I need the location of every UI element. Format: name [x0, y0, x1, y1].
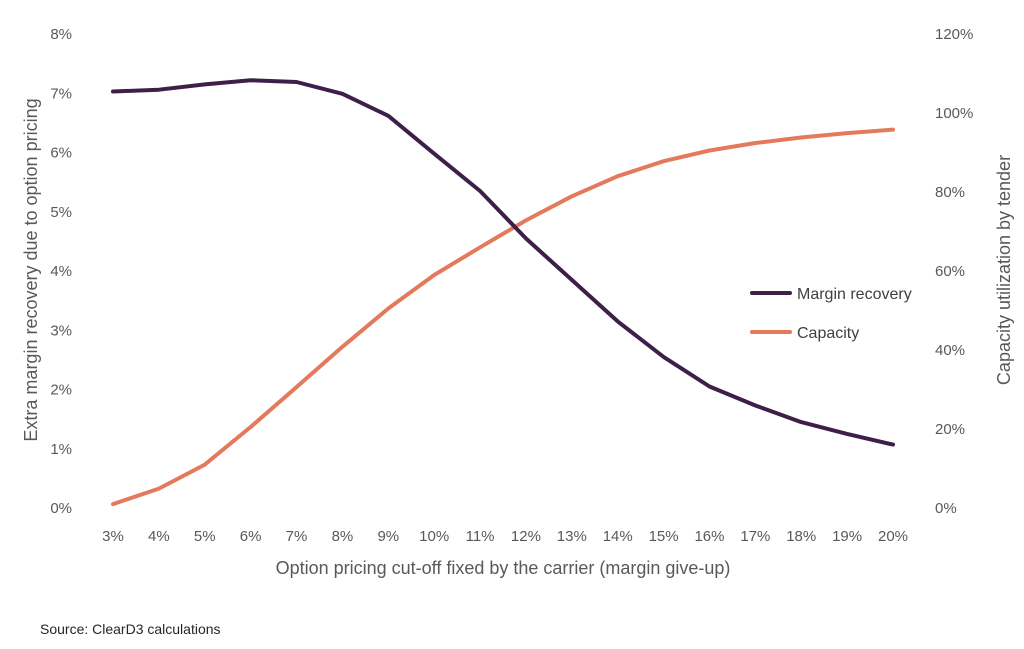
legend-label-margin-recovery: Margin recovery — [797, 286, 912, 303]
left-tick-label: 4% — [50, 263, 72, 280]
x-tick-label: 16% — [694, 528, 724, 545]
left-axis-title: Extra margin recovery due to option pric… — [21, 98, 41, 441]
right-axis-title: Capacity utilization by tender — [994, 155, 1014, 385]
x-tick-label: 9% — [377, 528, 399, 545]
x-tick-label: 20% — [878, 528, 908, 545]
x-tick-label: 7% — [286, 528, 308, 545]
x-tick-label: 17% — [740, 528, 770, 545]
x-tick-label: 15% — [649, 528, 679, 545]
right-axis-ticks: 0% 20% 40% 60% 80% 100% 120% — [935, 26, 973, 517]
left-tick-label: 7% — [50, 85, 72, 102]
left-tick-label: 3% — [50, 322, 72, 339]
right-tick-label: 120% — [935, 26, 973, 43]
x-tick-label: 6% — [240, 528, 262, 545]
left-tick-label: 5% — [50, 204, 72, 221]
right-tick-label: 0% — [935, 500, 957, 517]
legend: Margin recovery Capacity — [750, 286, 912, 342]
left-tick-label: 0% — [50, 500, 72, 517]
x-tick-label: 10% — [419, 528, 449, 545]
x-tick-label: 12% — [511, 528, 541, 545]
right-tick-label: 40% — [935, 342, 965, 359]
x-axis-ticks: 3% 4% 5% 6% 7% 8% 9% 10% 11% 12% 13% 14% 15% 16% 17% 18… — [102, 528, 908, 545]
x-tick-label: 4% — [148, 528, 170, 545]
line-chart: 0% 1% 2% 3% 4% 5% 6% 7% 8% 0% 20% 40% 60% 80% 100% 120… — [21, 26, 1014, 578]
x-tick-label: 18% — [786, 528, 816, 545]
right-tick-label: 60% — [935, 263, 965, 280]
x-tick-label: 11% — [466, 528, 495, 545]
x-tick-label: 3% — [102, 528, 124, 545]
x-tick-label: 13% — [557, 528, 587, 545]
right-tick-label: 100% — [935, 105, 973, 122]
left-tick-label: 6% — [50, 145, 72, 162]
legend-label-capacity: Capacity — [797, 325, 859, 342]
right-tick-label: 80% — [935, 184, 965, 201]
left-tick-label: 8% — [50, 26, 72, 43]
series-lines — [111, 78, 895, 507]
series-line-capacity — [111, 127, 895, 507]
x-axis-title: Option pricing cut-off fixed by the carr… — [276, 558, 731, 578]
right-tick-label: 20% — [935, 421, 965, 438]
x-tick-label: 19% — [832, 528, 862, 545]
left-axis-ticks: 0% 1% 2% 3% 4% 5% 6% 7% 8% — [50, 26, 72, 517]
x-tick-label: 8% — [332, 528, 354, 545]
series-line-margin-recovery — [111, 78, 895, 447]
left-tick-label: 1% — [50, 441, 72, 458]
x-tick-label: 5% — [194, 528, 216, 545]
left-tick-label: 2% — [50, 382, 72, 399]
x-tick-label: 14% — [603, 528, 633, 545]
source-note: Source: ClearD3 calculations — [40, 621, 221, 637]
